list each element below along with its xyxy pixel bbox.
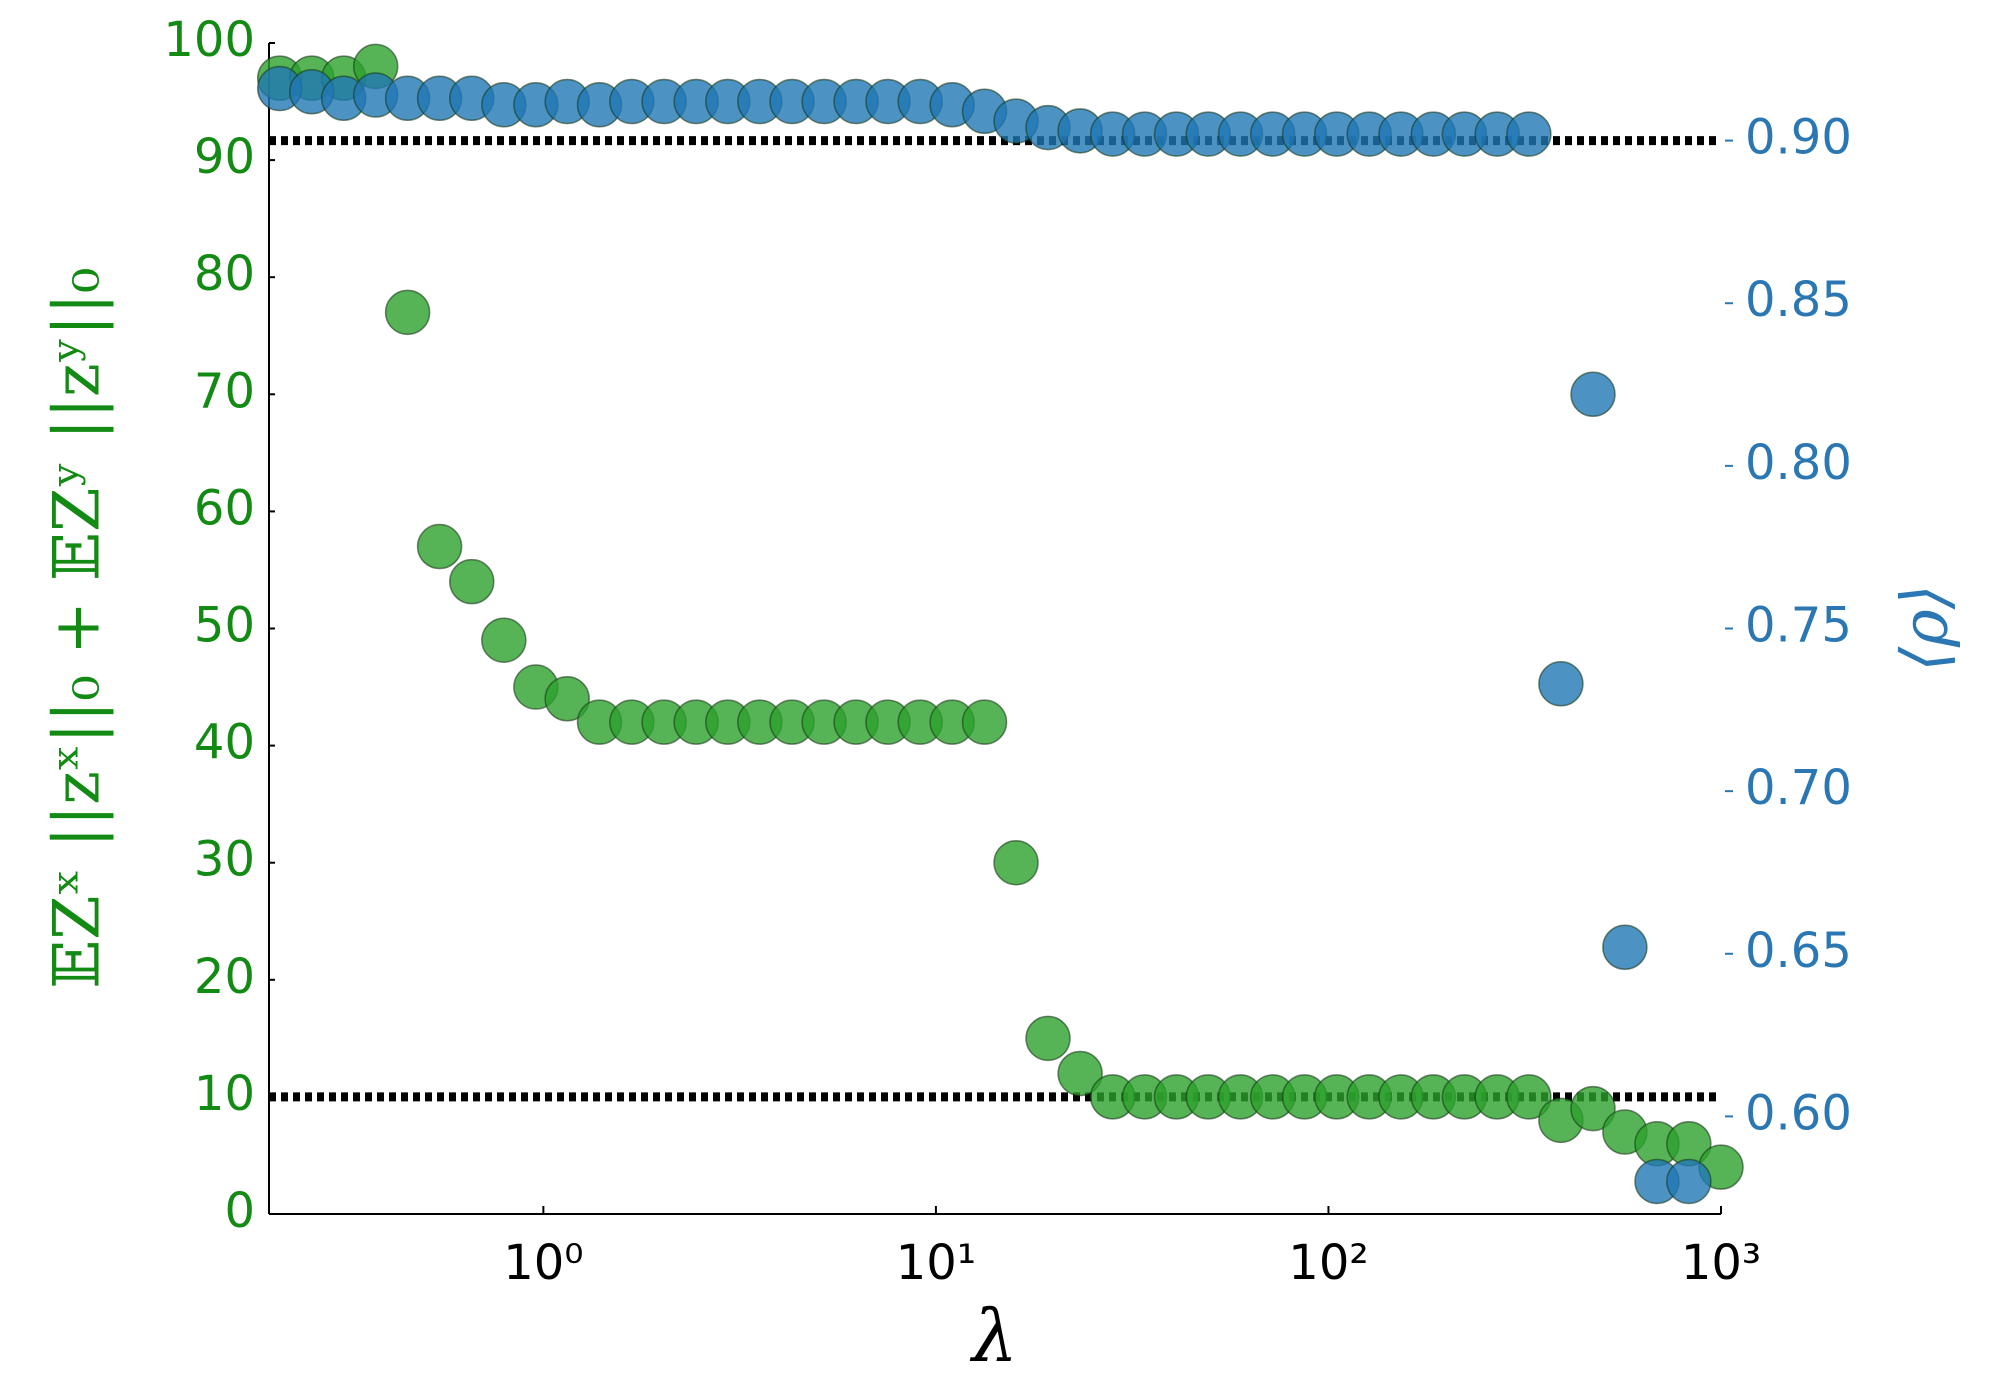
scatter-point	[1666, 1158, 1712, 1205]
scatter-point	[1057, 1050, 1103, 1097]
scatter-point	[449, 558, 495, 605]
scatter-point	[1570, 371, 1616, 418]
scatter-point	[1570, 1085, 1616, 1132]
y2-tick-label: 0.80	[1745, 435, 1852, 491]
scatter-point	[1538, 661, 1584, 707]
y2-tick-label: 0.75	[1745, 598, 1852, 654]
y-axis-label: 𝔼Zˣ ||zˣ||₀ + 𝔼Zʸ ||zʸ||₀	[41, 267, 115, 988]
y-tick-label: 80	[194, 246, 255, 302]
y-tick-label: 100	[163, 12, 255, 68]
y2-tick-label: 0.85	[1745, 272, 1852, 328]
x-axis-label: λ	[969, 1294, 1018, 1378]
y-tick-label: 50	[194, 598, 255, 654]
scatter-point	[1602, 924, 1648, 971]
y-tick-label: 0	[224, 1183, 255, 1239]
y2-tick-label: 0.90	[1745, 110, 1852, 166]
y2-tick-label: 0.65	[1745, 923, 1852, 979]
y2-axis-label: ⟨ρ⟩	[1889, 584, 1963, 672]
y-tick-label: 40	[194, 715, 255, 771]
x-tick-label: 10²	[1288, 1235, 1368, 1291]
scatter-point	[1506, 111, 1552, 157]
scatter-point	[1025, 1015, 1071, 1062]
y-tick-label: 20	[194, 949, 255, 1005]
scatter-point	[481, 617, 527, 663]
y2-tick-label: 0.70	[1745, 760, 1852, 816]
scatter-point	[1506, 1074, 1552, 1120]
scatter-point	[961, 699, 1008, 745]
y-tick-label: 60	[194, 480, 255, 536]
y-tick-label: 90	[194, 129, 255, 185]
scatter-point	[384, 289, 431, 336]
x-tick-label: 10⁰	[503, 1235, 583, 1291]
scatter-point	[993, 839, 1039, 886]
y-tick-label: 10	[194, 1066, 255, 1122]
scatter-point	[544, 676, 590, 722]
y2-tick-label: 0.60	[1745, 1085, 1852, 1141]
x-tick-label: 10¹	[896, 1235, 976, 1291]
y-tick-label: 70	[194, 363, 255, 419]
y-tick-label: 30	[194, 832, 255, 888]
scatter-point	[416, 523, 463, 570]
x-tick-label: 10³	[1681, 1235, 1761, 1291]
